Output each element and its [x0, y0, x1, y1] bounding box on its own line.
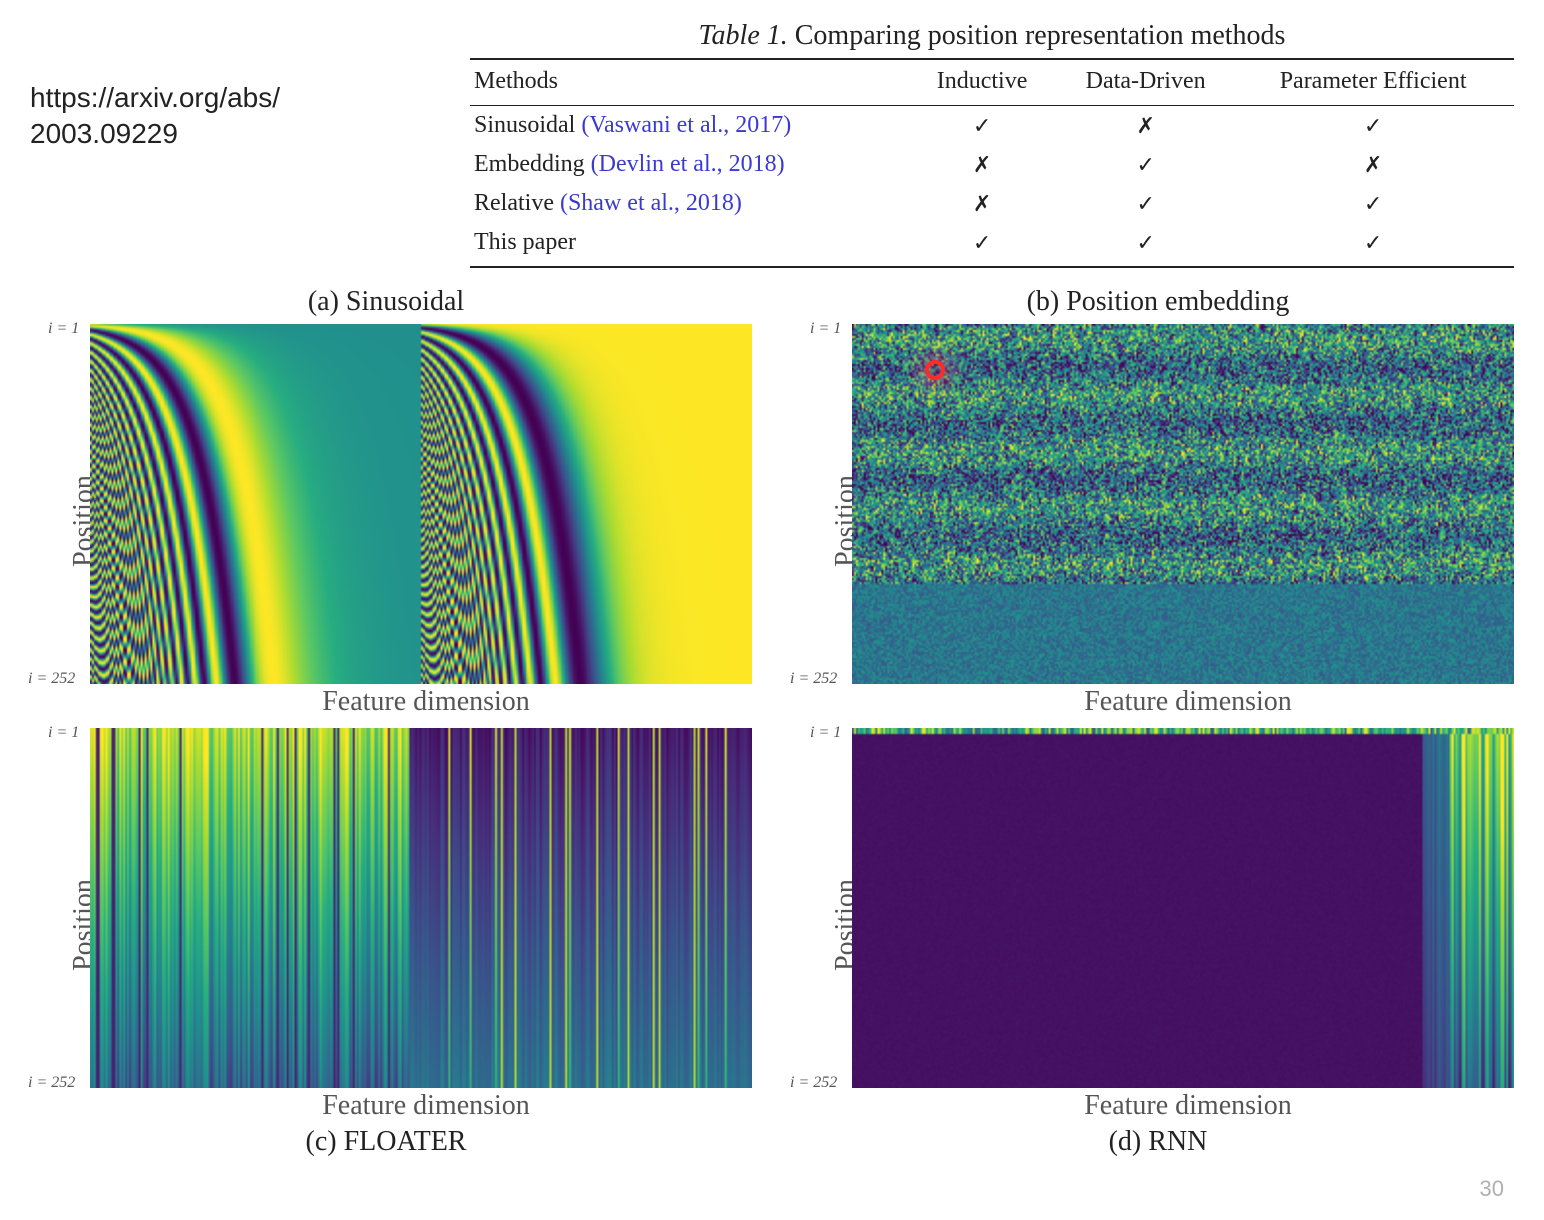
i-bot: i = 252 — [28, 1074, 75, 1092]
panels-grid: Position i = 1 i = 252 Feature dimension… — [0, 318, 1544, 1122]
panel-title-c: (c) FLOATER — [0, 1126, 772, 1158]
i-bot: i = 252 — [790, 1074, 837, 1092]
panel-c: Position i = 1 i = 252 Feature dimension — [20, 728, 762, 1122]
panel-titles-bottom: (c) FLOATER (d) RNN — [0, 1126, 1544, 1158]
heatmap-position-embedding — [852, 324, 1514, 684]
table-caption-text: Comparing position representation method… — [788, 20, 1286, 51]
panel-titles-top: (a) Sinusoidal (b) Position embedding — [0, 286, 1544, 318]
th-paramefficient: Parameter Efficient — [1242, 59, 1514, 106]
top-row: https://arxiv.org/abs/ 2003.09229 Table … — [0, 0, 1544, 268]
method-cite: (Shaw et al., 2018) — [560, 190, 742, 216]
mark: ✓ — [1242, 184, 1514, 223]
mark: ✓ — [1242, 106, 1514, 146]
mark: ✗ — [915, 184, 1059, 223]
mark: ✓ — [1059, 184, 1242, 223]
mark: ✓ — [1242, 223, 1514, 267]
table-box: Table 1. Comparing position representati… — [450, 20, 1514, 268]
url-line1: https://arxiv.org/abs/ — [30, 82, 280, 113]
xlabel: Feature dimension — [90, 686, 762, 718]
mark: ✗ — [1242, 145, 1514, 184]
mark: ✓ — [1059, 145, 1242, 184]
mark: ✗ — [915, 145, 1059, 184]
method-name: This paper — [474, 229, 576, 255]
table-caption-prefix: Table 1. — [699, 20, 788, 51]
heatmap-rnn — [852, 728, 1514, 1088]
table-row: This paper ✓ ✓ ✓ — [470, 223, 1514, 267]
plot-frame-d: i = 1 i = 252 — [852, 728, 1514, 1088]
method-name: Relative — [474, 190, 560, 216]
method-cite: (Devlin et al., 2018) — [591, 151, 785, 177]
mark: ✓ — [915, 106, 1059, 146]
table-row: Sinusoidal (Vaswani et al., 2017) ✓ ✗ ✓ — [470, 106, 1514, 146]
arxiv-url: https://arxiv.org/abs/ 2003.09229 — [30, 20, 450, 268]
table-caption: Table 1. Comparing position representati… — [470, 20, 1514, 52]
panel-b: Position i = 1 i = 252 Feature dimension — [782, 324, 1524, 718]
table-body: Sinusoidal (Vaswani et al., 2017) ✓ ✗ ✓ … — [470, 106, 1514, 268]
xlabel: Feature dimension — [852, 1090, 1524, 1122]
plot-frame-c: i = 1 i = 252 — [90, 728, 752, 1088]
i-top: i = 1 — [48, 724, 79, 742]
panel-title-a: (a) Sinusoidal — [0, 286, 772, 318]
xlabel: Feature dimension — [90, 1090, 762, 1122]
panel-title-b: (b) Position embedding — [772, 286, 1544, 318]
panel-title-d: (d) RNN — [772, 1126, 1544, 1158]
cursor-pointer-icon — [925, 360, 945, 380]
comparison-table: Methods Inductive Data-Driven Parameter … — [470, 58, 1514, 268]
i-top: i = 1 — [48, 320, 79, 338]
mark: ✓ — [1059, 223, 1242, 267]
heatmap-sinusoidal — [90, 324, 752, 684]
i-bot: i = 252 — [28, 670, 75, 688]
i-bot: i = 252 — [790, 670, 837, 688]
plot-frame-a: i = 1 i = 252 — [90, 324, 752, 684]
method-name: Embedding — [474, 151, 591, 177]
heatmap-floater — [90, 728, 752, 1088]
table-row: Embedding (Devlin et al., 2018) ✗ ✓ ✗ — [470, 145, 1514, 184]
i-top: i = 1 — [810, 320, 841, 338]
mark: ✓ — [915, 223, 1059, 267]
method-name: Sinusoidal — [474, 112, 581, 138]
th-inductive: Inductive — [915, 59, 1059, 106]
table-row: Relative (Shaw et al., 2018) ✗ ✓ ✓ — [470, 184, 1514, 223]
xlabel: Feature dimension — [852, 686, 1524, 718]
i-top: i = 1 — [810, 724, 841, 742]
panel-a: Position i = 1 i = 252 Feature dimension — [20, 324, 762, 718]
mark: ✗ — [1059, 106, 1242, 146]
page-number: 30 — [1480, 1176, 1504, 1202]
th-methods: Methods — [470, 59, 915, 106]
url-line2: 2003.09229 — [30, 118, 178, 149]
panel-d: Position i = 1 i = 252 Feature dimension — [782, 728, 1524, 1122]
plot-frame-b: i = 1 i = 252 — [852, 324, 1514, 684]
method-cite: (Vaswani et al., 2017) — [581, 112, 791, 138]
th-datadriven: Data-Driven — [1059, 59, 1242, 106]
